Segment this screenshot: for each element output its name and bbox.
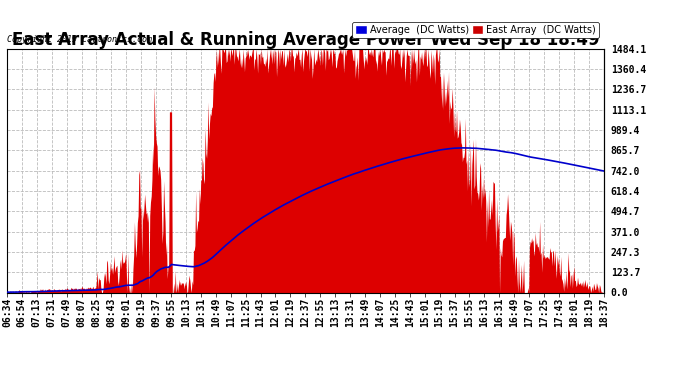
Legend: Average  (DC Watts), East Array  (DC Watts): Average (DC Watts), East Array (DC Watts… bbox=[352, 22, 599, 38]
Title: East Array Actual & Running Average Power Wed Sep 18 18:49: East Array Actual & Running Average Powe… bbox=[12, 31, 599, 49]
Text: Copyright 2019 Cartronics.com: Copyright 2019 Cartronics.com bbox=[7, 35, 152, 44]
